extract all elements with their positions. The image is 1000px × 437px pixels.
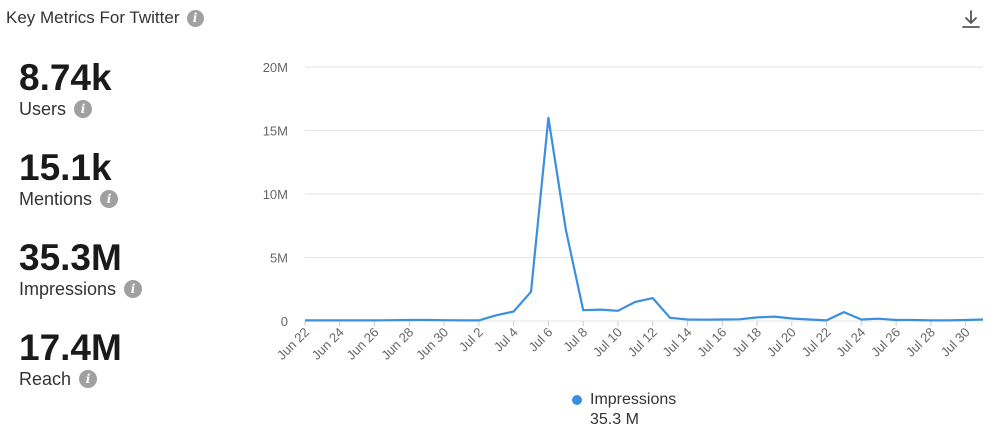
y-tick-label: 15M — [263, 124, 288, 139]
y-tick-label: 0 — [281, 314, 288, 329]
metric-label: Impressions — [19, 279, 117, 299]
x-tick-label: Jul 24 — [833, 325, 868, 360]
metric-label: Reach — [19, 369, 72, 389]
x-tick-label: Jun 22 — [274, 325, 312, 363]
metric-value: 17.4M — [19, 327, 122, 368]
legend-item-impressions[interactable]: Impressions — [572, 390, 676, 410]
metric-mentions: 15.1k Mentions i — [19, 148, 249, 238]
x-tick-label: Jul 6 — [525, 325, 555, 355]
x-tick-label: Jun 24 — [309, 325, 347, 363]
info-icon[interactable]: i — [74, 100, 93, 118]
legend-dot — [572, 395, 582, 405]
x-tick-label: Jul 30 — [938, 325, 973, 360]
metric-impressions: 35.3M Impressions i — [19, 238, 249, 328]
x-tick-label: Jul 16 — [694, 325, 729, 360]
chart-legend: Impressions 35.3 M — [572, 390, 676, 430]
info-icon[interactable]: i — [79, 370, 98, 388]
x-tick-label: Jul 10 — [590, 325, 625, 360]
x-tick-label: Jul 2 — [456, 325, 486, 355]
download-icon[interactable] — [960, 8, 982, 30]
y-tick-label: 5M — [270, 251, 288, 266]
metric-value: 8.74k — [19, 57, 112, 98]
x-tick-label: Jul 12 — [625, 325, 660, 360]
chart-header: Key Metrics For Twitter i — [6, 6, 204, 30]
info-icon[interactable]: i — [124, 280, 143, 298]
x-tick-label: Jul 18 — [729, 325, 764, 360]
x-tick-label: Jun 30 — [413, 325, 451, 363]
x-tick-label: Jun 28 — [378, 325, 416, 363]
legend-label: Impressions — [590, 391, 677, 408]
metric-label: Users — [19, 99, 67, 119]
x-tick-label: Jun 26 — [343, 325, 381, 363]
info-icon[interactable]: i — [186, 9, 204, 27]
legend-total: 35.3 M — [590, 411, 639, 428]
x-tick-label: Jul 8 — [560, 325, 590, 355]
x-tick-label: Jul 14 — [659, 325, 694, 360]
metric-value: 35.3M — [19, 237, 122, 278]
series-line-impressions — [305, 116, 984, 322]
metrics-panel: 8.74k Users i 15.1k Mentions i 35.3M Imp… — [19, 58, 249, 418]
page-title: Key Metrics For Twitter — [6, 8, 180, 27]
x-tick-label: Jul 28 — [903, 325, 938, 360]
y-tick-label: 10M — [263, 187, 288, 202]
y-tick-label: 20M — [263, 60, 288, 75]
metric-label: Mentions — [19, 189, 93, 209]
x-tick-label: Jul 26 — [868, 325, 903, 360]
x-tick-label: Jul 20 — [764, 325, 799, 360]
metric-users: 8.74k Users i — [19, 58, 249, 148]
metric-value: 15.1k — [19, 147, 112, 188]
x-tick-label: Jul 22 — [799, 325, 834, 360]
x-tick-label: Jul 4 — [491, 325, 521, 355]
metric-reach: 17.4M Reach i — [19, 328, 249, 418]
info-icon[interactable]: i — [100, 190, 119, 208]
